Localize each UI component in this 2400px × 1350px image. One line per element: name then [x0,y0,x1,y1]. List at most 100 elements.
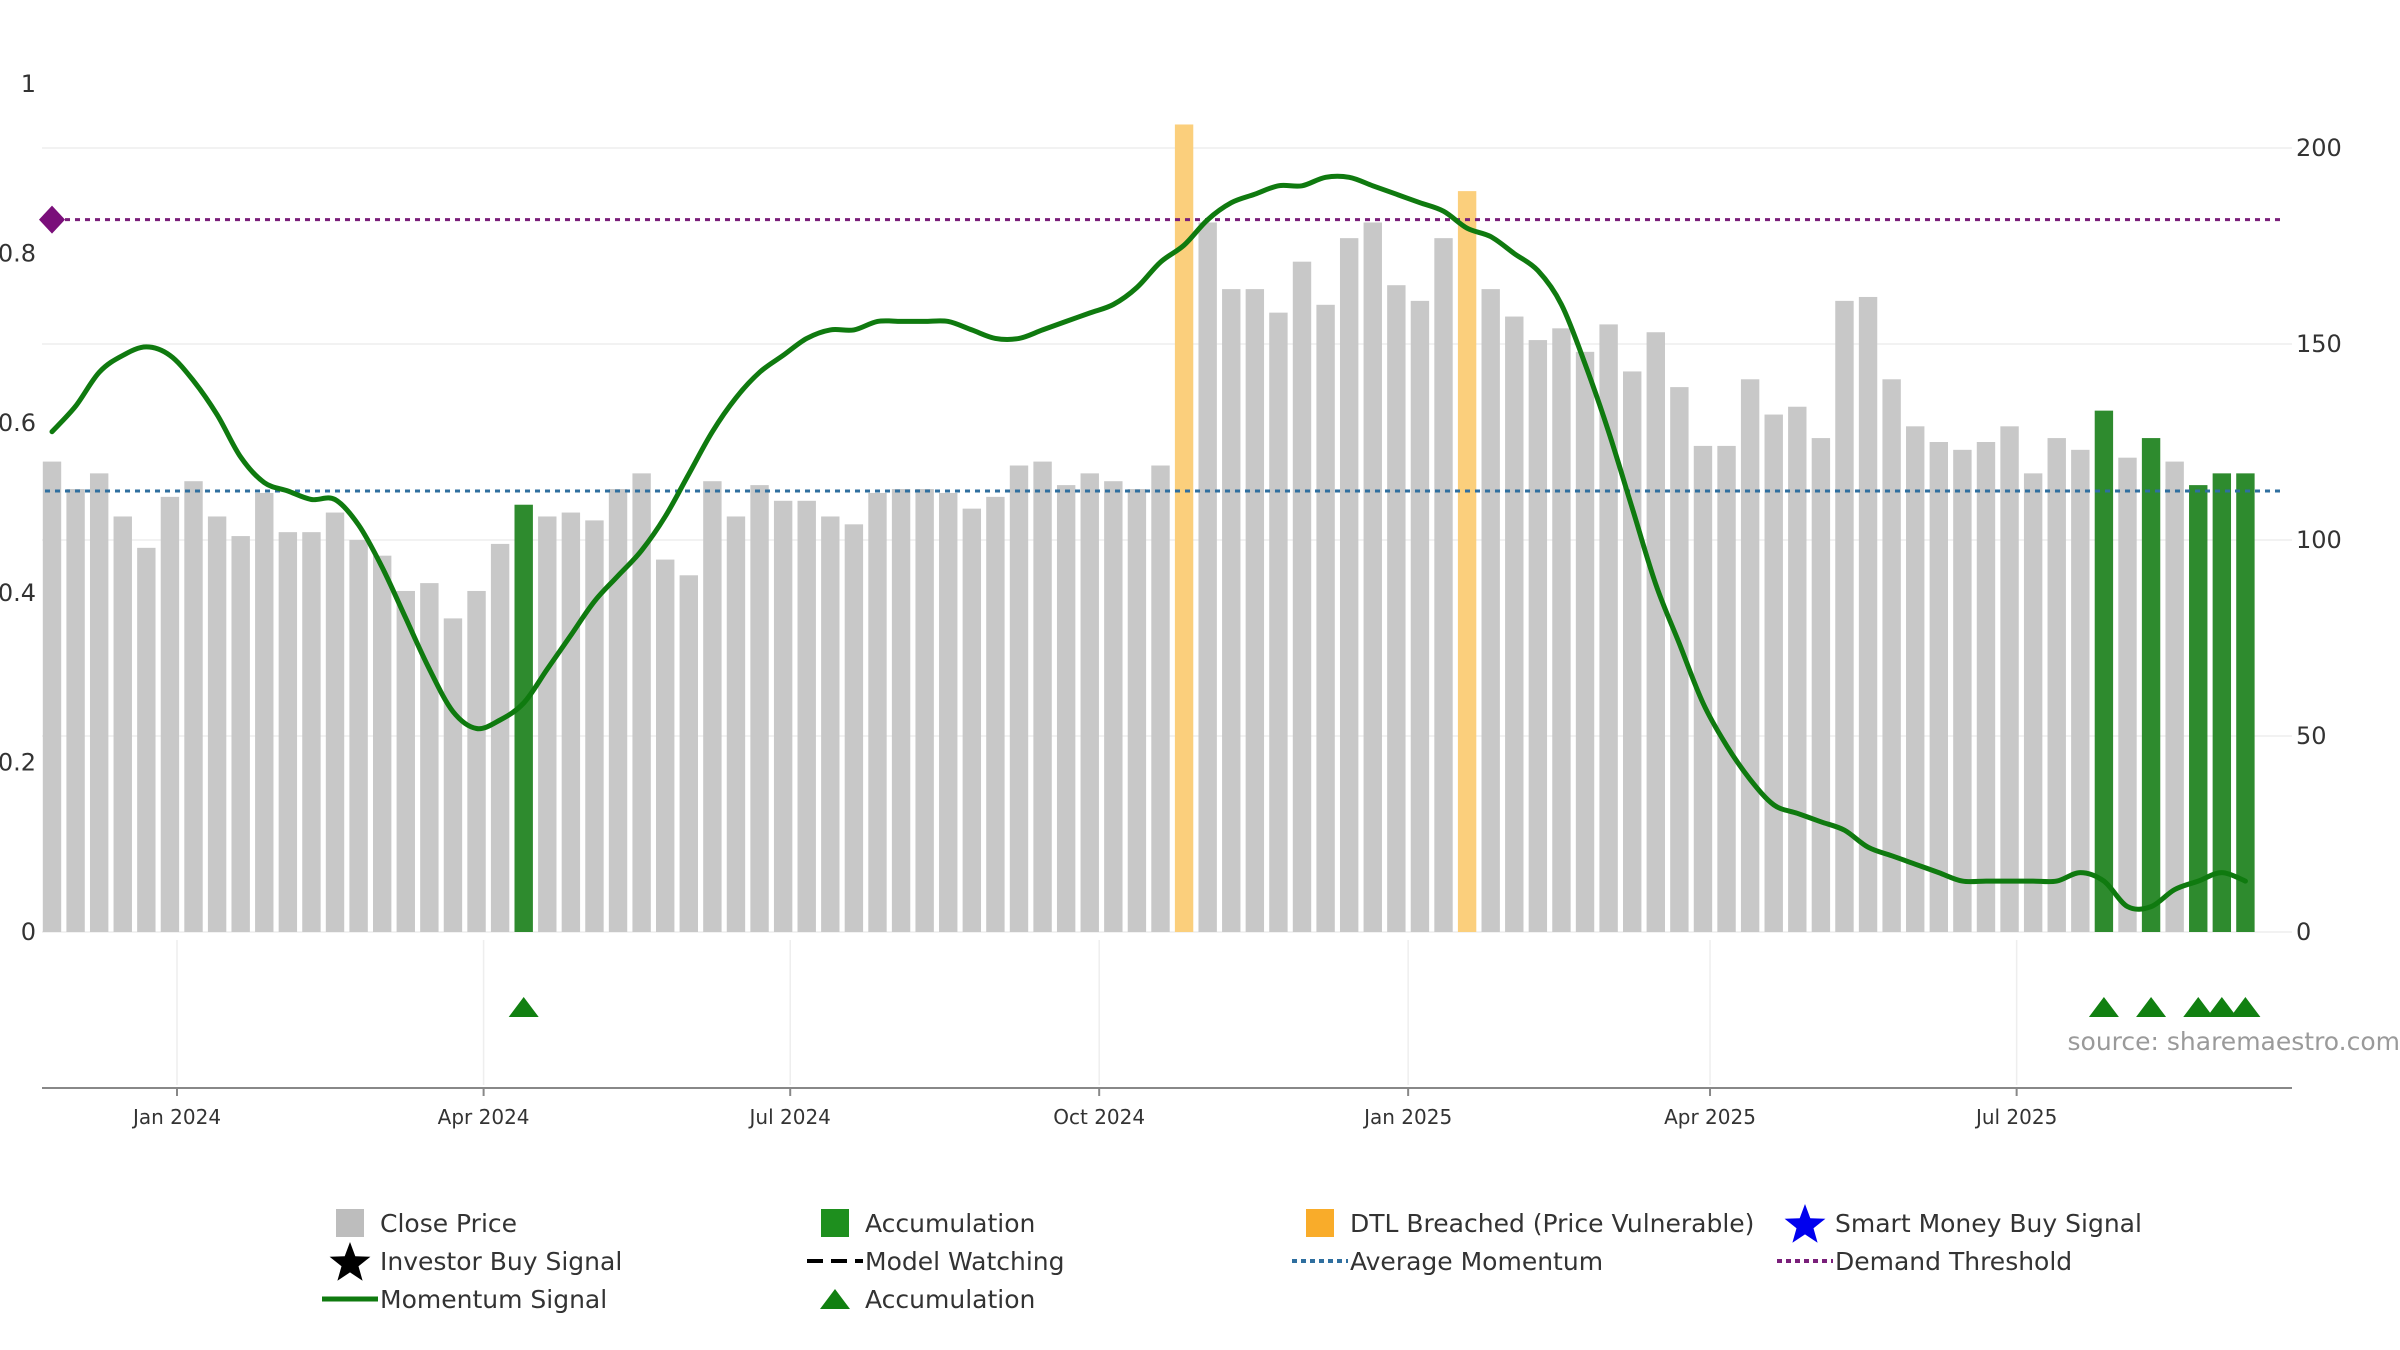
x-tick-label: Jan 2025 [1362,1105,1452,1129]
legend-label: Accumulation [865,1284,1036,1314]
price-bar-42 [1033,461,1052,932]
price-bar-87 [2094,410,2114,932]
price-bar-84 [2023,473,2043,932]
legend-item-accumulation-triangle: Accumulation [805,1281,1035,1317]
momentum-signal-line [49,173,2248,912]
accumulation-triangle [2230,997,2261,1017]
price-bar-6 [184,481,203,932]
price-bar-9 [255,492,274,932]
right-axis-label: 200 [2296,134,2342,162]
legend-item-average-momentum: Average Momentum [1290,1243,1603,1279]
signal-lines [39,173,2280,912]
accumulation-markers [508,997,2261,1017]
price-bar-92 [2212,473,2232,932]
price-bar-32 [797,500,816,932]
price-bar-81 [1953,449,1972,932]
price-bar-34 [844,524,864,932]
price-bar-14 [372,555,392,932]
price-bar-1 [66,489,85,932]
x-tick-label: Jul 2024 [748,1105,831,1129]
price-bar-79 [1906,426,1925,932]
dotted-blue-line-icon [1292,1259,1348,1263]
axes: 0 0.2 0.4 0.6 0.8 1 0 50 100 150 200 Jan 2024 Apr 20… [0,70,2342,1129]
price-bar-8 [231,536,250,932]
price-bar-27 [679,575,698,932]
price-bar-44 [1080,473,1099,932]
price-bar-80 [1929,442,1949,932]
price-bar-78 [1882,379,1901,932]
price-bar-3 [113,516,132,932]
price-bar-11 [302,532,321,932]
right-axis-label: 100 [2296,526,2342,554]
source-label: source: sharemaestro.com [2068,1027,2400,1056]
price-bar-12 [325,512,345,932]
price-bar-43 [1056,485,1076,932]
price-bar-0 [42,461,62,932]
price-bar-23 [585,520,604,932]
price-bar-29 [726,516,746,932]
blue-star-icon [1784,1204,1826,1243]
price-bar-90 [2165,461,2184,932]
price-bar-55 [1339,238,1359,932]
price-bar-76 [1835,300,1854,932]
accumulation-swatch [821,1209,849,1237]
price-bar-71 [1717,445,1736,932]
price-bar-65 [1575,351,1595,933]
legend-item-dtl-breached: DTL Breached (Price Vulnerable) [1290,1205,1754,1241]
price-bar-17 [443,618,463,932]
right-axis-label: 50 [2296,722,2327,750]
price-bar-13 [349,540,368,932]
price-bar-77 [1858,296,1878,933]
left-axis-label: 0.8 [0,240,36,268]
legend-label: Model Watching [865,1246,1065,1276]
x-tick-label: Apr 2025 [1664,1105,1756,1129]
price-bar-21 [538,516,557,932]
left-axis-label: 1 [21,70,36,98]
legend-label: Investor Buy Signal [380,1246,623,1276]
price-bar-25 [632,473,651,932]
legend-item-model-watching: Model Watching [805,1243,1065,1279]
legend: Close Price Accumulation DTL Breached (P… [300,1204,2200,1325]
price-bar-82 [1976,442,1996,932]
legend-label: Accumulation [865,1208,1036,1238]
legend-label: Close Price [380,1208,518,1238]
price-bar-45 [1104,481,1123,932]
price-bar-19 [490,543,510,932]
green-line-icon [322,1296,378,1302]
price-bar-91 [2189,485,2208,932]
left-axis-label: 0.2 [0,748,36,776]
dtl-swatch [1306,1209,1334,1237]
accumulation-triangle [2136,997,2167,1017]
price-bar-4 [137,547,156,932]
legend-label: Average Momentum [1350,1246,1604,1276]
price-bar-72 [1740,379,1760,932]
price-bar-93 [2236,473,2255,932]
accumulation-triangle [508,997,539,1017]
price-bar-51 [1245,289,1265,932]
price-bar-33 [821,516,840,932]
close-price-swatch [336,1209,364,1237]
legend-label: DTL Breached (Price Vulnerable) [1350,1208,1755,1238]
left-axis-label: 0 [21,918,36,946]
demand-diamond [39,205,65,234]
price-bar-68 [1646,332,1665,932]
price-bar-18 [467,590,486,932]
price-bar-62 [1505,316,1524,932]
price-bar-88 [2118,457,2137,932]
price-bar-28 [703,481,722,932]
price-bar-26 [656,559,675,932]
legend-item-demand-threshold: Demand Threshold [1775,1243,2072,1279]
price-bar-56 [1363,222,1382,933]
price-bar-69 [1670,387,1689,932]
price-bar-7 [207,516,227,932]
price-bar-60 [1457,191,1477,932]
dashed-line-icon [807,1259,863,1263]
x-tick-label: Apr 2024 [438,1105,530,1129]
price-bar-67 [1623,371,1642,932]
price-bar-50 [1222,289,1241,932]
price-bar-39 [962,508,982,932]
price-bar-10 [278,532,298,932]
price-bar-63 [1528,340,1548,933]
price-bar-37 [915,489,934,932]
price-bar-61 [1481,289,1500,932]
